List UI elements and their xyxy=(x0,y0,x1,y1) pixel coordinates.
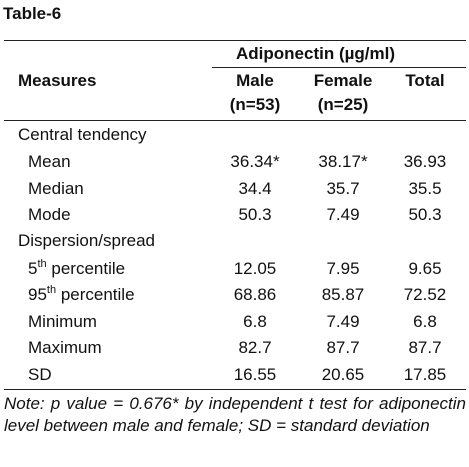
group-header: Adiponectin (µg/ml) xyxy=(236,44,396,63)
section-label-central-tendency: Central tendency xyxy=(18,125,147,144)
cell-sd-total: 17.85 xyxy=(403,365,447,384)
row-label-95th-percentile: 95th percentile xyxy=(28,284,135,307)
row-label-5th-percentile: 5th percentile xyxy=(28,258,126,281)
row-label-median: Median xyxy=(28,179,84,198)
row-label-5th-sup: th xyxy=(37,258,47,270)
column-header-male: Male xyxy=(236,71,274,90)
cell-sd-male: 16.55 xyxy=(233,365,277,384)
column-header-female-n: (n=25) xyxy=(317,95,369,114)
row-label-mean: Mean xyxy=(28,152,71,171)
cell-mean-total: 36.93 xyxy=(403,152,447,171)
column-header-female: Female xyxy=(313,71,373,90)
cell-mode-male: 50.3 xyxy=(238,205,272,224)
cell-p95-female: 85.87 xyxy=(321,285,365,304)
bottom-rule xyxy=(4,389,466,390)
row-label-sd: SD xyxy=(28,365,52,384)
row-label-minimum: Minimum xyxy=(28,312,97,331)
top-rule xyxy=(4,40,466,41)
table-title: Table-6 xyxy=(3,4,62,23)
row-label-95th-num: 95 xyxy=(28,285,47,304)
row-label-95th-sup: th xyxy=(46,284,57,296)
cell-p95-total: 72.52 xyxy=(403,285,447,304)
row-label-5th-rest: percentile xyxy=(46,259,126,278)
cell-mode-female: 7.49 xyxy=(326,205,360,224)
cell-minimum-total: 6.8 xyxy=(413,312,437,331)
measures-header: Measures xyxy=(18,71,97,90)
cell-p95-male: 68.86 xyxy=(233,285,277,304)
cell-median-male: 34.4 xyxy=(238,179,272,198)
row-label-mode: Mode xyxy=(28,205,71,224)
cell-minimum-male: 6.8 xyxy=(243,312,267,331)
cell-mean-female: 38.17* xyxy=(318,152,368,171)
column-header-male-n: (n=53) xyxy=(229,95,281,114)
row-label-5th-num: 5 xyxy=(28,259,38,278)
cell-sd-female: 20.65 xyxy=(321,365,365,384)
row-label-maximum: Maximum xyxy=(28,338,102,357)
column-header-total: Total xyxy=(405,71,445,90)
cell-mean-male: 36.34* xyxy=(230,152,280,171)
cell-p5-female: 7.95 xyxy=(326,259,360,278)
row-label-95th-rest: percentile xyxy=(56,285,135,304)
cell-minimum-female: 7.49 xyxy=(326,312,360,331)
cell-median-total: 35.5 xyxy=(408,179,442,198)
cell-maximum-male: 82.7 xyxy=(238,338,272,357)
table-note: Note: p value = 0.676* by independent t … xyxy=(4,394,466,435)
cell-maximum-female: 87.7 xyxy=(326,338,360,357)
section-label-dispersion: Dispersion/spread xyxy=(18,231,156,250)
cell-median-female: 35.7 xyxy=(326,179,360,198)
header-rule xyxy=(4,120,466,121)
group-header-rule xyxy=(212,67,466,68)
cell-mode-total: 50.3 xyxy=(408,205,442,224)
cell-maximum-total: 87.7 xyxy=(408,338,442,357)
cell-p5-male: 12.05 xyxy=(233,259,277,278)
cell-p5-total: 9.65 xyxy=(408,259,442,278)
